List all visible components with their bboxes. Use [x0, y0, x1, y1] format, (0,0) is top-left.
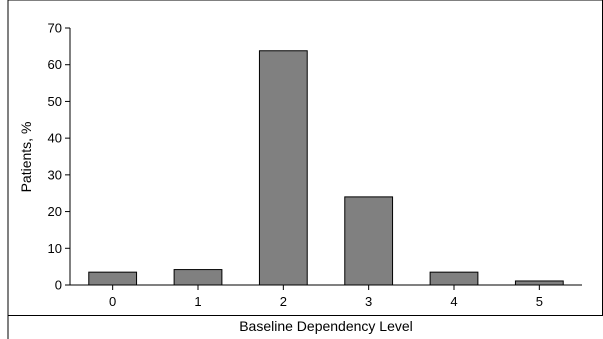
x-tick-label: 3: [365, 294, 372, 309]
x-tick-label: 2: [280, 294, 287, 309]
y-tick-label: 10: [48, 241, 62, 256]
y-tick-label: 40: [48, 131, 62, 146]
x-tick-label: 0: [109, 294, 116, 309]
x-tick-label: 4: [450, 294, 457, 309]
bar-5: [514, 280, 564, 286]
y-tick-label: 0: [55, 278, 62, 293]
y-tick-label: 20: [48, 204, 62, 219]
y-axis: 0 10 20 30 40 50 60 70: [48, 21, 71, 293]
bar-3: [344, 196, 394, 286]
x-tick-label: 5: [536, 294, 543, 309]
x-axis-title: Baseline Dependency Level: [239, 318, 413, 334]
bars: [88, 50, 564, 286]
y-tick-label: 50: [48, 94, 62, 109]
bar-1: [173, 269, 223, 286]
bar-4: [429, 271, 479, 286]
bar-2: [258, 50, 308, 286]
y-tick-label: 70: [48, 21, 62, 36]
y-axis-title: Patients, %: [18, 122, 34, 193]
x-axis: 0 1 2 3 4 5: [70, 284, 582, 309]
y-tick-label: 60: [48, 57, 62, 72]
bar-0: [88, 271, 138, 286]
x-tick-label: 1: [194, 294, 201, 309]
y-tick-label: 30: [48, 167, 62, 182]
